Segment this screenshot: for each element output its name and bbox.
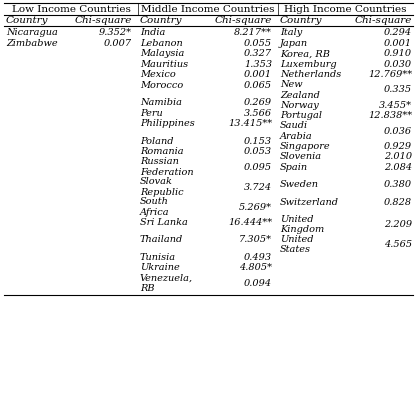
Text: Poland: Poland (140, 137, 173, 146)
Text: 5.269*: 5.269* (239, 202, 272, 212)
Text: 3.455*: 3.455* (379, 101, 412, 110)
Text: Russian
Federation: Russian Federation (140, 158, 193, 176)
Text: 2.010: 2.010 (384, 152, 412, 161)
Text: Romania: Romania (140, 147, 183, 156)
Text: Morocco: Morocco (140, 81, 183, 90)
Text: Zimbabwe: Zimbabwe (6, 39, 58, 48)
Text: United
Kingdom: United Kingdom (280, 215, 324, 234)
Text: 12.769**: 12.769** (368, 70, 412, 79)
Text: 16.444**: 16.444** (228, 218, 272, 227)
Text: 4.805*: 4.805* (239, 263, 272, 272)
Text: Peru: Peru (140, 109, 163, 118)
Text: 0.910: 0.910 (384, 49, 412, 58)
Text: India: India (140, 28, 166, 37)
Text: 7.305*: 7.305* (239, 235, 272, 244)
Text: Sweden: Sweden (280, 180, 319, 189)
Text: 0.001: 0.001 (384, 39, 412, 48)
Text: 0.055: 0.055 (244, 39, 272, 48)
Text: Mauritius: Mauritius (140, 60, 188, 69)
Text: Norway: Norway (280, 101, 319, 110)
Text: 0.053: 0.053 (244, 147, 272, 156)
Text: 0.001: 0.001 (244, 70, 272, 79)
Text: Country: Country (280, 16, 322, 25)
Text: Chi-square: Chi-square (354, 16, 412, 25)
Text: Chi-square: Chi-square (75, 16, 132, 25)
Text: 13.415**: 13.415** (228, 119, 272, 128)
Text: 0.335: 0.335 (384, 86, 412, 94)
Text: 0.327: 0.327 (244, 49, 272, 58)
Text: Tunisia: Tunisia (140, 253, 176, 262)
Text: Slovak
Republic: Slovak Republic (140, 178, 183, 196)
Text: Sri Lanka: Sri Lanka (140, 218, 188, 227)
Text: Malaysia: Malaysia (140, 49, 184, 58)
Text: 0.153: 0.153 (244, 137, 272, 146)
Text: 0.036: 0.036 (384, 126, 412, 136)
Text: Netherlands: Netherlands (280, 70, 341, 79)
Text: 12.838**: 12.838** (368, 111, 412, 120)
Text: 8.217**: 8.217** (234, 28, 272, 37)
Text: 0.380: 0.380 (384, 180, 412, 189)
Text: Ukraine: Ukraine (140, 263, 180, 272)
Text: Thailand: Thailand (140, 235, 183, 244)
Text: Low Income Countries: Low Income Countries (12, 4, 131, 14)
Text: 0.095: 0.095 (244, 162, 272, 172)
Text: 0.094: 0.094 (244, 278, 272, 288)
Text: 0.929: 0.929 (384, 142, 412, 151)
Text: Italy: Italy (280, 28, 302, 37)
Text: Philippines: Philippines (140, 119, 195, 128)
Text: 1.353: 1.353 (244, 60, 272, 69)
Text: 0.493: 0.493 (244, 253, 272, 262)
Text: Mexico: Mexico (140, 70, 176, 79)
Text: 0.007: 0.007 (104, 39, 132, 48)
Text: 9.352*: 9.352* (99, 28, 132, 37)
Text: Japan: Japan (280, 39, 308, 48)
Text: Switzerland: Switzerland (280, 198, 339, 207)
Text: Venezuela,
RB: Venezuela, RB (140, 274, 193, 292)
Text: Spain: Spain (280, 163, 308, 172)
Text: High Income Countries: High Income Countries (284, 4, 407, 14)
Text: New
Zealand: New Zealand (280, 80, 320, 100)
Text: Saudi
Arabia: Saudi Arabia (280, 122, 313, 140)
Text: Country: Country (6, 16, 48, 25)
Text: United
States: United States (280, 235, 314, 254)
Text: 0.065: 0.065 (244, 81, 272, 90)
Text: Chi-square: Chi-square (215, 16, 272, 25)
Text: Country: Country (140, 16, 183, 25)
Text: 2.084: 2.084 (384, 163, 412, 172)
Text: 2.209: 2.209 (384, 220, 412, 229)
Text: Namibia: Namibia (140, 98, 182, 107)
Text: 0.294: 0.294 (384, 28, 412, 37)
Text: Portugal: Portugal (280, 111, 322, 120)
Text: 4.565: 4.565 (384, 240, 412, 249)
Text: Luxemburg: Luxemburg (280, 60, 337, 69)
Text: Slovenia: Slovenia (280, 152, 322, 161)
Text: 0.030: 0.030 (384, 60, 412, 69)
Text: 0.269: 0.269 (244, 98, 272, 107)
Text: Korea, RB: Korea, RB (280, 49, 330, 58)
Text: 3.566: 3.566 (244, 109, 272, 118)
Text: Lebanon: Lebanon (140, 39, 183, 48)
Text: Nicaragua: Nicaragua (6, 28, 58, 37)
Text: South
Africa: South Africa (140, 198, 170, 216)
Text: 3.724: 3.724 (244, 182, 272, 192)
Text: Middle Income Countries: Middle Income Countries (141, 4, 275, 14)
Text: 0.828: 0.828 (384, 198, 412, 207)
Text: Singapore: Singapore (280, 142, 331, 151)
